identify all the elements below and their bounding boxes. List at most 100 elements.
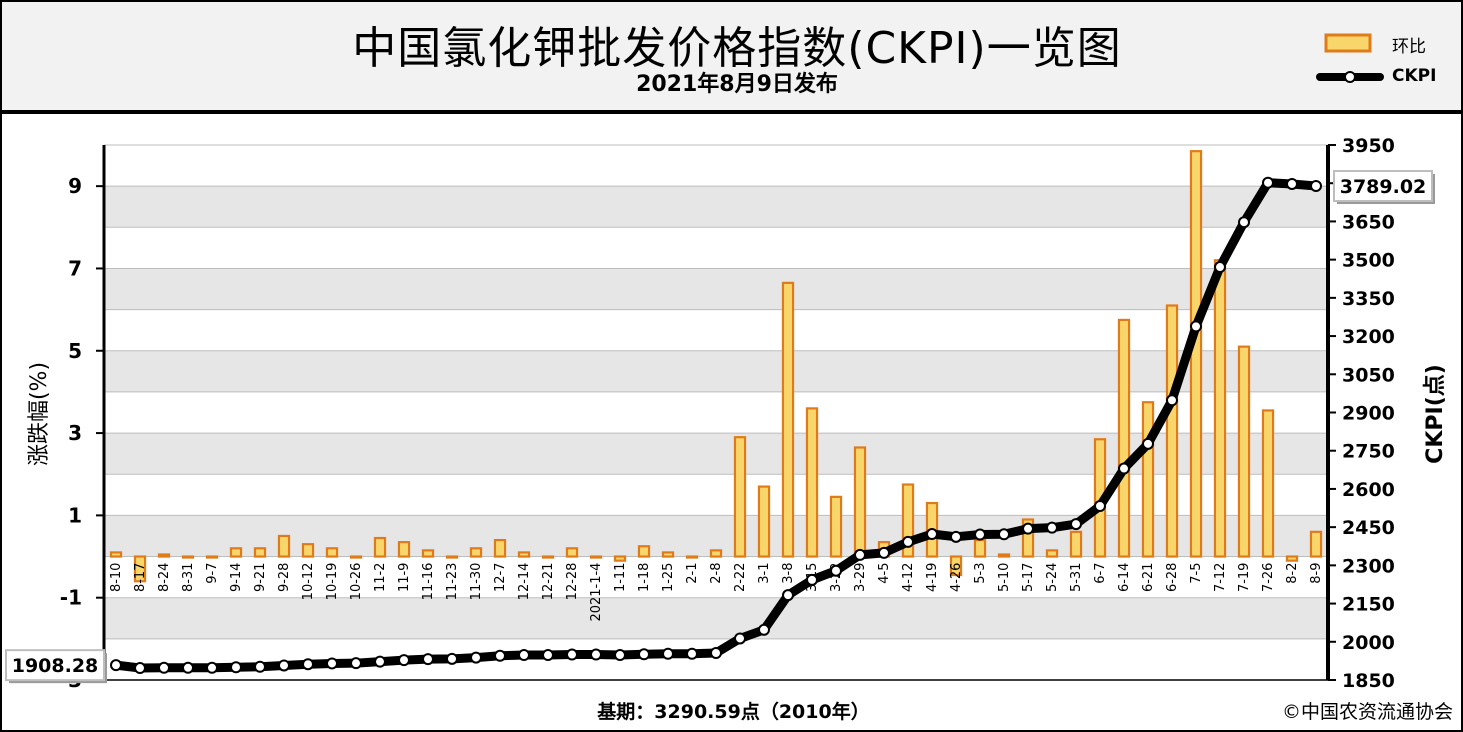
x-label-6-7: 6-7: [1093, 563, 1108, 584]
x-label-8-17: 8-17: [133, 563, 148, 593]
ckpi-point-8-24: [158, 661, 170, 674]
x-label-4-5: 4-5: [877, 563, 892, 584]
bar-8-24: [157, 553, 171, 558]
right-tick-label-3050: 3050: [1342, 364, 1395, 386]
bar-10-12: [301, 543, 315, 558]
left-tick-label-9: 9: [68, 174, 82, 198]
bar-8-10: [109, 551, 123, 558]
x-label-1-11: 1-11: [613, 563, 628, 593]
grid-band: [104, 186, 1328, 228]
bar-8-31: [181, 555, 195, 559]
right-tick-label-2300: 2300: [1342, 555, 1395, 577]
ckpi-point-11-16: [422, 653, 434, 666]
x-label-9-28: 9-28: [277, 563, 292, 593]
bar-4-12: [901, 483, 915, 558]
ckpi-point-5-17: [1022, 522, 1034, 535]
right-tick-label-2900: 2900: [1342, 403, 1395, 425]
x-label-12-7: 12-7: [493, 563, 508, 593]
bar-12-14: [517, 551, 531, 558]
ckpi-point-11-23: [446, 652, 458, 665]
ckpi-point-2-1: [686, 647, 698, 660]
x-label-5-17: 5-17: [1021, 563, 1036, 593]
ckpi-point-8-31: [182, 661, 194, 674]
ckpi-point-4-5: [878, 546, 890, 559]
bar-3-15: [805, 407, 819, 558]
ckpi-last-value-label: 3789.02: [1340, 176, 1427, 198]
x-label-6-28: 6-28: [1165, 563, 1180, 593]
ckpi-point-3-1: [758, 623, 770, 636]
value-callouts: 1908.28 3789.02: [5, 170, 1435, 684]
ckpi-point-11-2: [374, 655, 386, 668]
bar-5-24: [1045, 549, 1059, 558]
ckpi-point-2021-1-4: [590, 648, 602, 661]
x-label-9-21: 9-21: [253, 563, 268, 593]
bar-7-12: [1213, 259, 1227, 558]
bar-2021-1-4: [589, 555, 603, 559]
left-tick-label-1: 1: [68, 503, 82, 527]
x-label-8-31: 8-31: [181, 563, 196, 593]
x-label-6-21: 6-21: [1141, 563, 1156, 593]
ckpi-point-8-10: [110, 659, 122, 672]
bar-4-26: [949, 555, 963, 577]
right-tick-label-2450: 2450: [1342, 517, 1395, 539]
bar-8-17: [133, 555, 147, 583]
x-label-5-24: 5-24: [1045, 563, 1060, 593]
x-label-7-5: 7-5: [1189, 563, 1204, 584]
ckpi-point-3-15: [806, 573, 818, 586]
bar-3-8: [781, 281, 795, 558]
chart-subtitle: 2021年8月9日发布: [636, 72, 838, 97]
grid-band: [104, 597, 1328, 639]
ckpi-point-12-28: [566, 648, 578, 661]
bar-10-26: [349, 555, 363, 559]
ckpi-point-3-22: [830, 564, 842, 577]
x-label-12-21: 12-21: [541, 563, 556, 601]
ckpi-point-6-28: [1166, 394, 1178, 407]
ckpi-point-6-7: [1094, 499, 1106, 512]
left-tick-label-5: 5: [68, 339, 82, 363]
x-label-4-12: 4-12: [901, 563, 916, 593]
bar-8-2: [1285, 555, 1299, 562]
ckpi-point-9-21: [254, 660, 266, 673]
ckpi-point-9-7: [206, 661, 218, 674]
footer-base-period: 基期：3290.59点（2010年）: [597, 701, 870, 723]
bar-5-17: [1021, 518, 1035, 558]
ckpi-first-value-label: 1908.28: [12, 655, 99, 677]
ckpi-point-12-21: [542, 649, 554, 662]
left-tick-label-3: 3: [68, 421, 82, 445]
ckpi-point-7-12: [1214, 261, 1226, 274]
bar-3-1: [757, 485, 771, 558]
ckpi-point-7-5: [1190, 320, 1202, 333]
chart-title: 中国氯化钾批发价格指数(CKPI)一览图: [352, 23, 1122, 74]
bar-6-21: [1141, 401, 1155, 558]
x-label-9-14: 9-14: [229, 563, 244, 593]
ckpi-point-5-10: [998, 528, 1010, 541]
right-tick-label-1850: 1850: [1342, 670, 1395, 692]
x-label-4-26: 4-26: [949, 563, 964, 593]
ckpi-point-5-3: [974, 528, 986, 541]
bar-9-28: [277, 534, 291, 558]
legend-line-label: CKPI: [1392, 66, 1437, 86]
ckpi-point-3-29: [854, 548, 866, 561]
grid-band: [104, 350, 1328, 392]
right-tick-label-2150: 2150: [1342, 594, 1395, 616]
ckpi-point-10-19: [326, 657, 338, 670]
ckpi-point-4-12: [902, 535, 914, 548]
bar-6-14: [1117, 318, 1131, 558]
x-label-11-23: 11-23: [445, 563, 460, 601]
ckpi-point-9-14: [230, 661, 242, 674]
left-axis-label: 涨跌幅(%): [27, 362, 52, 466]
axes: [96, 144, 1336, 681]
ckpi-point-4-19: [926, 528, 938, 541]
bar-1-18: [637, 545, 651, 558]
x-label-10-12: 10-12: [301, 563, 316, 601]
legend-bar-label: 环比: [1392, 37, 1426, 57]
grid-lines: [104, 144, 1328, 640]
ckpi-first-value-label-box: [5, 649, 105, 682]
header: 中国氯化钾批发价格指数(CKPI)一览图 2021年8月9日发布 环比 CKPI: [2, 2, 1461, 114]
legend-line-swatch: [1316, 71, 1384, 83]
bar-8-9: [1309, 530, 1323, 558]
bar-9-7: [205, 555, 219, 559]
bar-5-10: [997, 553, 1011, 558]
bar-9-21: [253, 547, 267, 558]
